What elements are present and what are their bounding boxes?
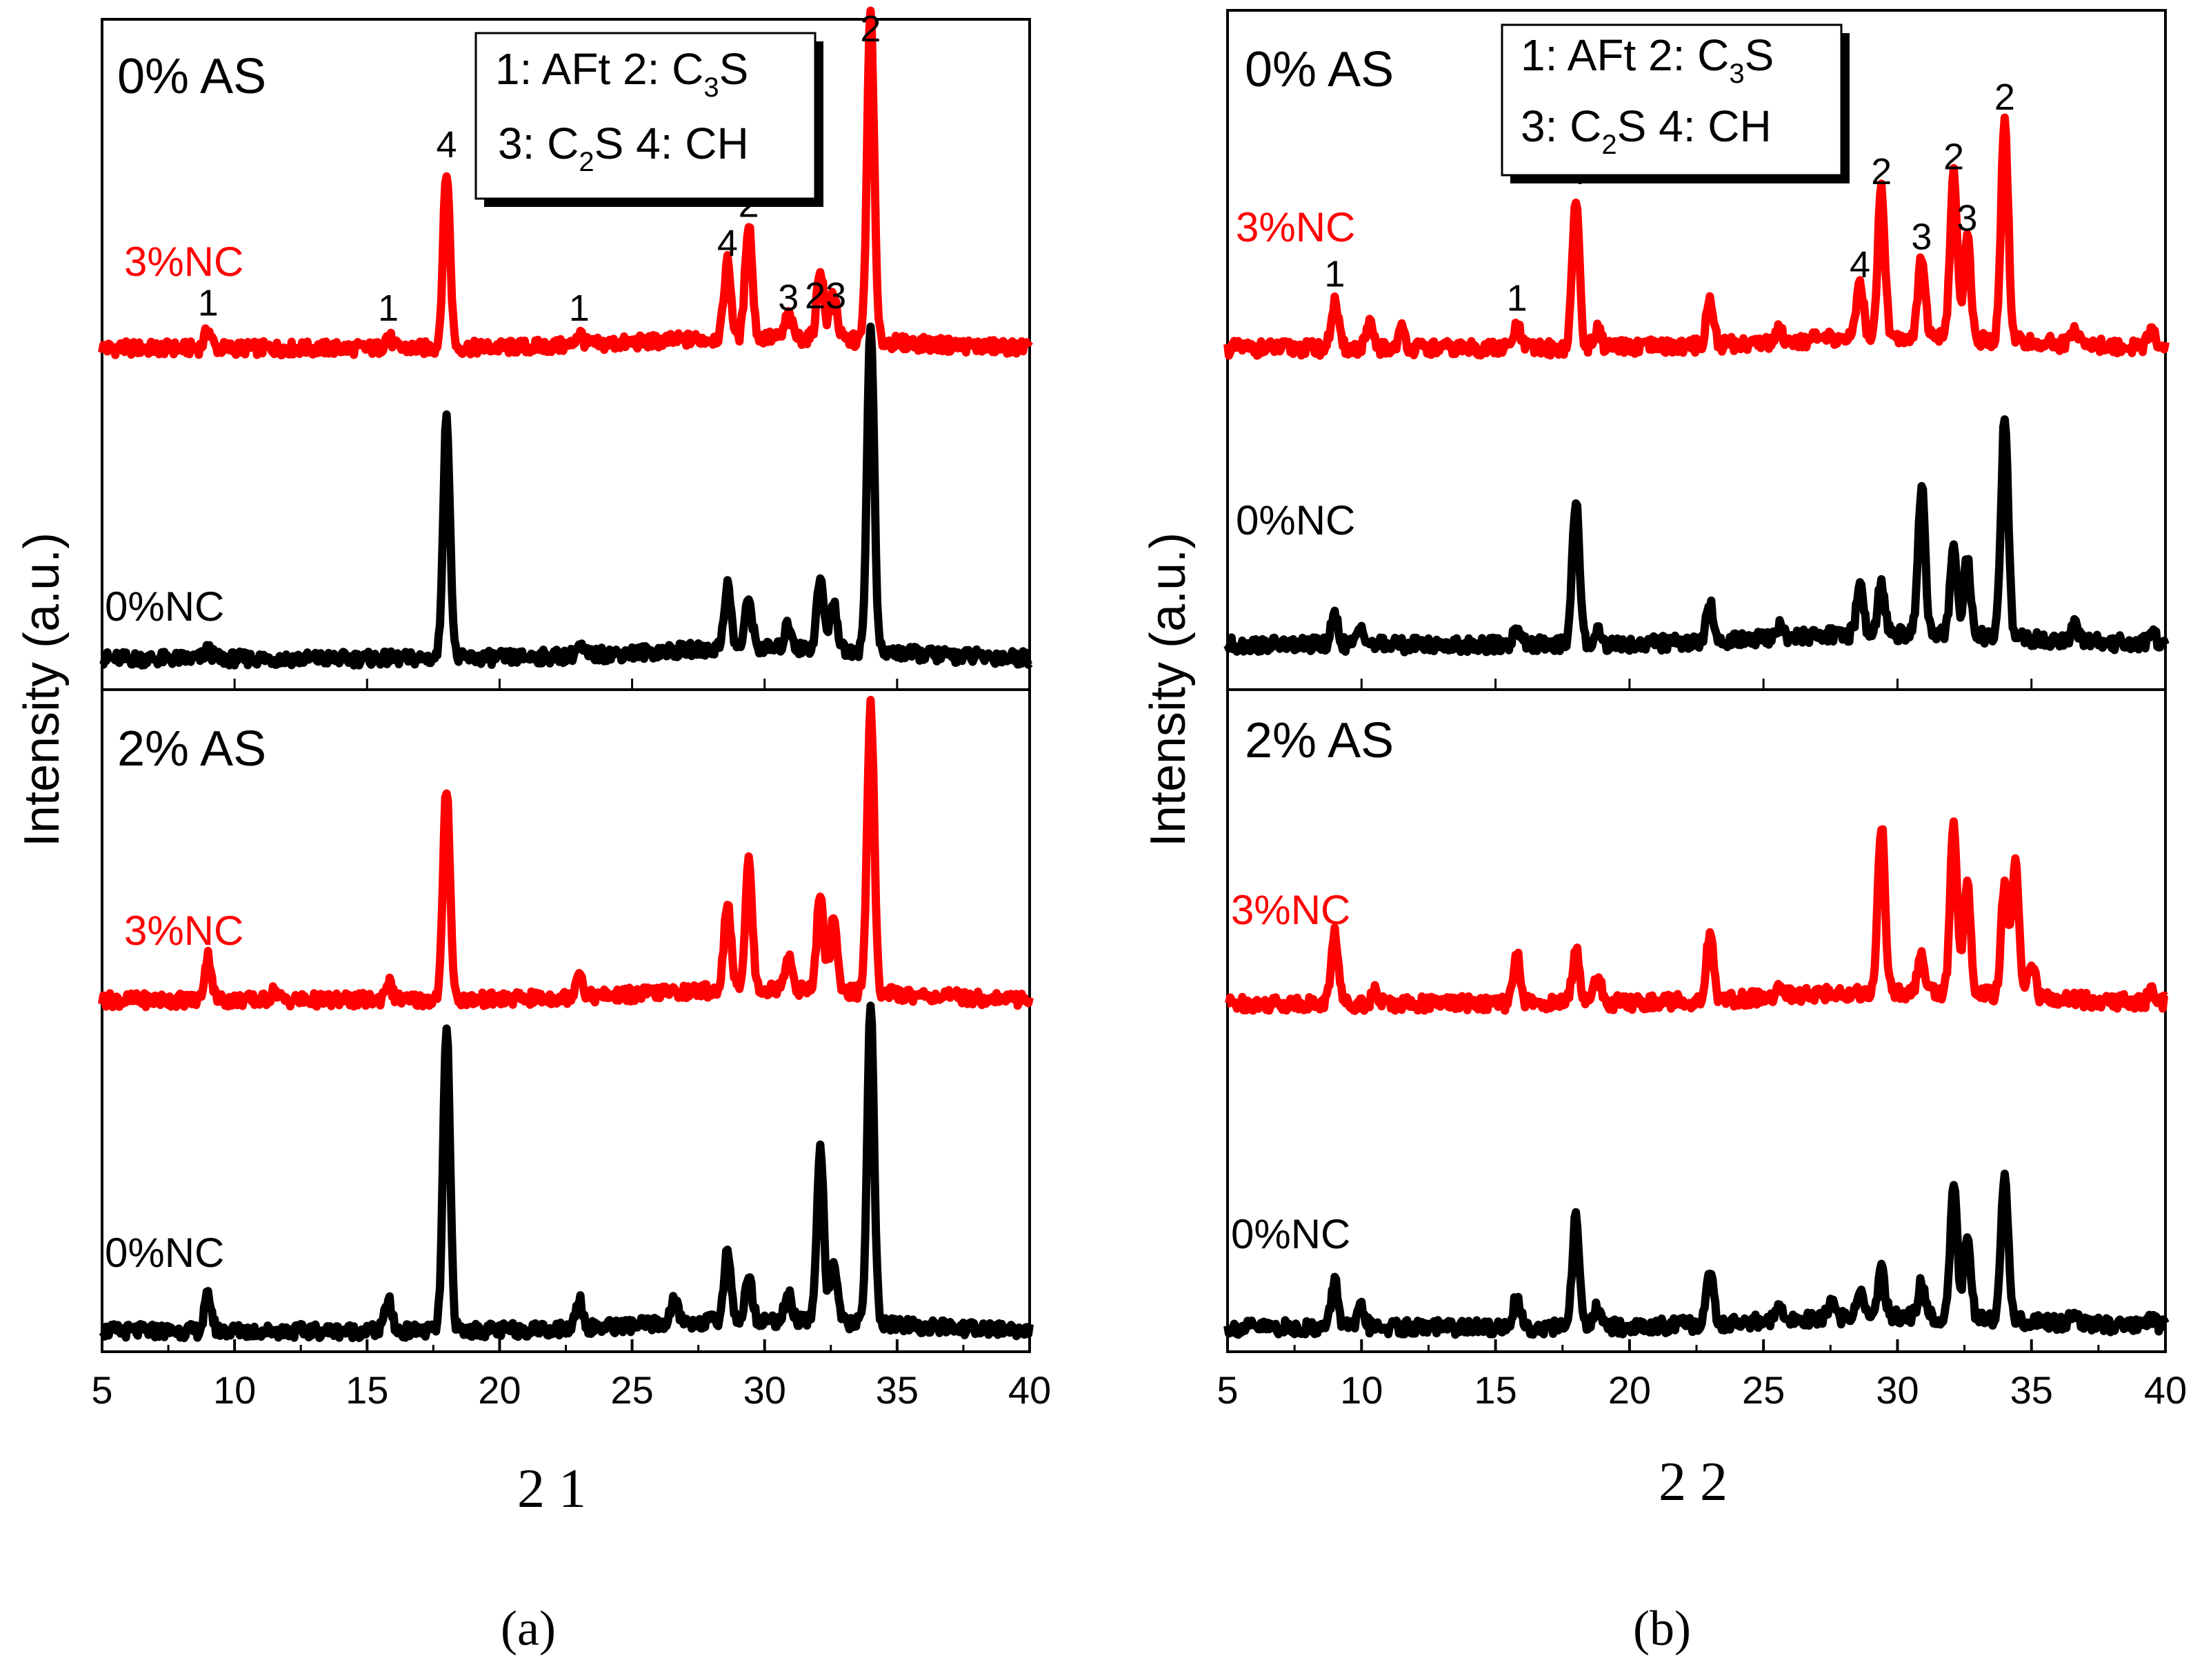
panel-a-top-label: 0% AS xyxy=(117,49,266,104)
panel-b-bottom-black-label: 0%NC xyxy=(1231,1211,1350,1257)
trace-3%NC xyxy=(1224,817,2169,1015)
x-tick-label: 10 xyxy=(213,1368,256,1412)
panel-b-bottom-red-label: 3%NC xyxy=(1231,887,1350,933)
x-tick-label: 30 xyxy=(743,1368,786,1412)
peak-annotation: 2 xyxy=(1871,151,1892,192)
panel-b-legend-line1: 1: AFt 2: C3S xyxy=(1521,30,1774,89)
panel-b-ylabel: Intensity (a.u.) xyxy=(1141,532,1196,847)
panel-b-top-label: 0% AS xyxy=(1245,42,1394,97)
panel-a-bottom-red-label: 3%NC xyxy=(124,908,243,954)
peak-annotation: 2 xyxy=(1994,77,2015,118)
x-tick-label: 30 xyxy=(1876,1368,1919,1412)
panel-b-bottom-frame xyxy=(1226,688,2167,1353)
peak-annotation: 3 xyxy=(1956,197,1977,239)
x-tick-label: 35 xyxy=(876,1368,919,1412)
x-tick-label: 25 xyxy=(1742,1368,1785,1412)
panel-a-bottom-black-label: 0%NC xyxy=(105,1230,224,1276)
x-tick-label: 15 xyxy=(346,1368,388,1412)
trace-0%NC xyxy=(1223,415,2170,657)
x-tick-label: 40 xyxy=(2144,1368,2187,1412)
panel-b-traces xyxy=(1223,113,2170,1339)
peak-annotation: 1 xyxy=(569,288,590,329)
panel-a-xlabel: 2 1 xyxy=(517,1459,586,1519)
panel-a-caption: (a) xyxy=(501,1601,556,1656)
panel-a-bottom-frame xyxy=(101,688,1031,1353)
panel-a-legend: 1: AFt 2: C3S 3: C2S 4: CH xyxy=(474,32,823,207)
x-tick-label: 15 xyxy=(1474,1368,1517,1412)
peak-annotation: 1 xyxy=(1507,278,1528,319)
x-tick-label: 5 xyxy=(91,1368,112,1412)
panel-a-legend-line1: 1: AFt 2: C3S xyxy=(495,44,748,103)
trace-3%NC xyxy=(98,6,1033,359)
trace-3%NC xyxy=(98,696,1034,1012)
x-tick-label: 10 xyxy=(1340,1368,1383,1412)
trace-0%NC xyxy=(1223,1169,2170,1339)
peak-annotation: 2 xyxy=(860,8,881,50)
panel-a-traces xyxy=(98,6,1034,1343)
panel-a-ticks: 5 10 15 20 25 30 35 40 xyxy=(91,679,1051,1412)
panel-b-legend: 1: AFt 2: C3S 3: C2S 4: CH xyxy=(1501,23,1850,183)
x-tick-label: 20 xyxy=(478,1368,521,1412)
x-tick-label: 20 xyxy=(1608,1368,1651,1412)
panel-b-ticks: 5 10 15 20 25 30 35 40 xyxy=(1217,679,2187,1412)
x-tick-label: 5 xyxy=(1217,1368,1238,1412)
panel-a-legend-line2: 3: C2S 4: CH xyxy=(498,119,749,177)
panel-b-bottom-label: 2% AS xyxy=(1245,713,1394,768)
x-tick-label: 40 xyxy=(1008,1368,1051,1412)
trace-0%NC xyxy=(99,1001,1034,1343)
peak-annotation: 23 xyxy=(805,275,846,317)
trace-3%NC xyxy=(1223,113,2170,360)
panel-b-xlabel: 2 2 xyxy=(1659,1452,1728,1512)
peak-annotation: 1 xyxy=(378,288,399,329)
peak-annotation: 1 xyxy=(198,283,219,324)
peak-annotation: 4 xyxy=(1850,244,1870,286)
peak-annotation: 2 xyxy=(1943,136,1964,177)
panel-b-legend-line2: 3: C2S 4: CH xyxy=(1521,101,1772,160)
panel-b-top-red-label: 3%NC xyxy=(1236,204,1355,250)
peak-annotation: 1 xyxy=(1324,254,1345,295)
peak-annotation: 4 xyxy=(437,124,457,166)
panel-b-top-black-label: 0%NC xyxy=(1236,497,1355,543)
panel-b-annotations: 114423232 xyxy=(1324,77,2014,319)
panel-b-caption: (b) xyxy=(1633,1601,1691,1656)
panel-a-ylabel: Intensity (a.u.) xyxy=(14,532,70,847)
peak-annotation: 3 xyxy=(1911,217,1932,258)
trace-0%NC xyxy=(99,322,1033,670)
peak-annotation: 3 xyxy=(778,277,799,319)
panel-a-top-red-label: 3%NC xyxy=(124,239,243,285)
x-tick-label: 25 xyxy=(610,1368,653,1412)
peak-annotation: 4 xyxy=(717,223,738,264)
panel-a-annotations: 1141423232 xyxy=(198,8,881,329)
x-tick-label: 35 xyxy=(2010,1368,2053,1412)
panel-a-bottom-label: 2% AS xyxy=(117,721,266,777)
panel-a-top-black-label: 0%NC xyxy=(105,583,224,630)
